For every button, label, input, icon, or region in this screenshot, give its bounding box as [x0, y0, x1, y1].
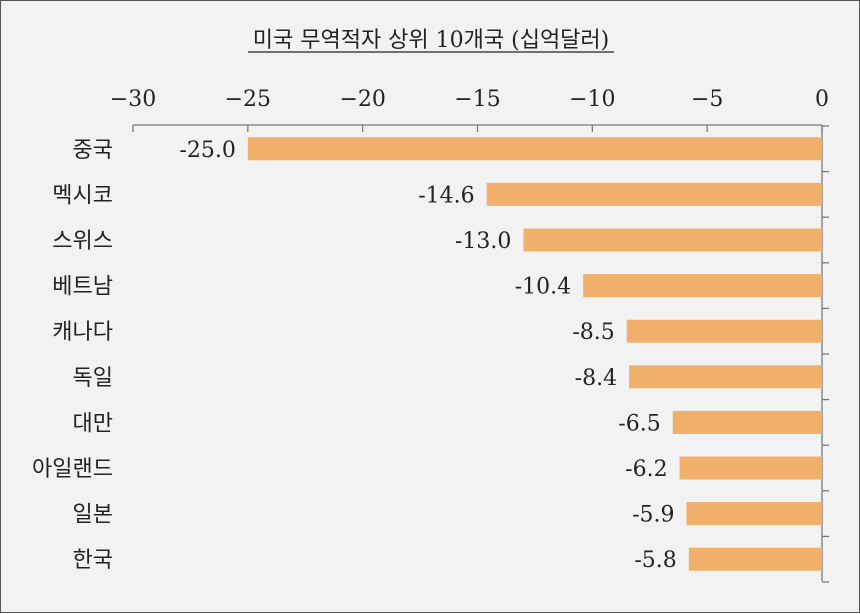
bar — [247, 137, 823, 161]
bar-value-label: -10.4 — [515, 275, 571, 300]
bar — [688, 547, 822, 571]
x-tick-label: −5 — [691, 87, 723, 112]
category-label: 한국 — [73, 548, 113, 573]
label-layer: -25.0 중국 -14.6 멕시코 -13.0 스위스 -10.4 베트남 -8.5 캐나다 -8… — [32, 138, 677, 573]
category-label: 일본 — [73, 503, 113, 528]
bar-value-label: -6.5 — [618, 411, 660, 436]
x-tick-label: 0 — [815, 87, 829, 112]
bar — [672, 410, 822, 434]
category-label: 중국 — [73, 138, 113, 163]
x-tick-label: −10 — [569, 87, 615, 112]
category-label: 캐나다 — [52, 320, 113, 345]
category-label: 아일랜드 — [32, 457, 113, 482]
x-tick-label: −20 — [339, 87, 385, 112]
x-tick-label: −15 — [454, 87, 500, 112]
bar-layer — [247, 137, 823, 571]
bar — [583, 274, 822, 298]
bar-value-label: -25.0 — [179, 138, 235, 163]
bar — [679, 456, 822, 480]
bar-value-label: -5.8 — [634, 548, 676, 573]
x-tick-label: −30 — [110, 87, 156, 112]
bar — [686, 502, 822, 526]
bar — [629, 365, 822, 389]
bar-value-label: -5.9 — [632, 503, 674, 528]
axis-layer: −30 −25 −20 −15 −10 −5 0 — [110, 87, 829, 583]
chart-title: 미국 무역적자 상위 10개국 (십억달러) — [253, 28, 610, 53]
bar-value-label: -8.5 — [572, 320, 614, 345]
bar-value-label: -14.6 — [418, 183, 474, 208]
x-tick-label: −25 — [225, 87, 271, 112]
bar — [486, 182, 822, 206]
category-label: 대만 — [73, 411, 113, 436]
category-label: 스위스 — [52, 229, 113, 254]
category-label: 멕시코 — [52, 183, 113, 208]
bar-value-label: -6.2 — [625, 457, 667, 482]
bar — [626, 319, 822, 343]
category-label: 베트남 — [52, 275, 113, 300]
bar — [523, 228, 822, 252]
bar-value-label: -13.0 — [455, 229, 511, 254]
bar-value-label: -8.4 — [575, 366, 617, 391]
category-label: 독일 — [73, 366, 113, 391]
